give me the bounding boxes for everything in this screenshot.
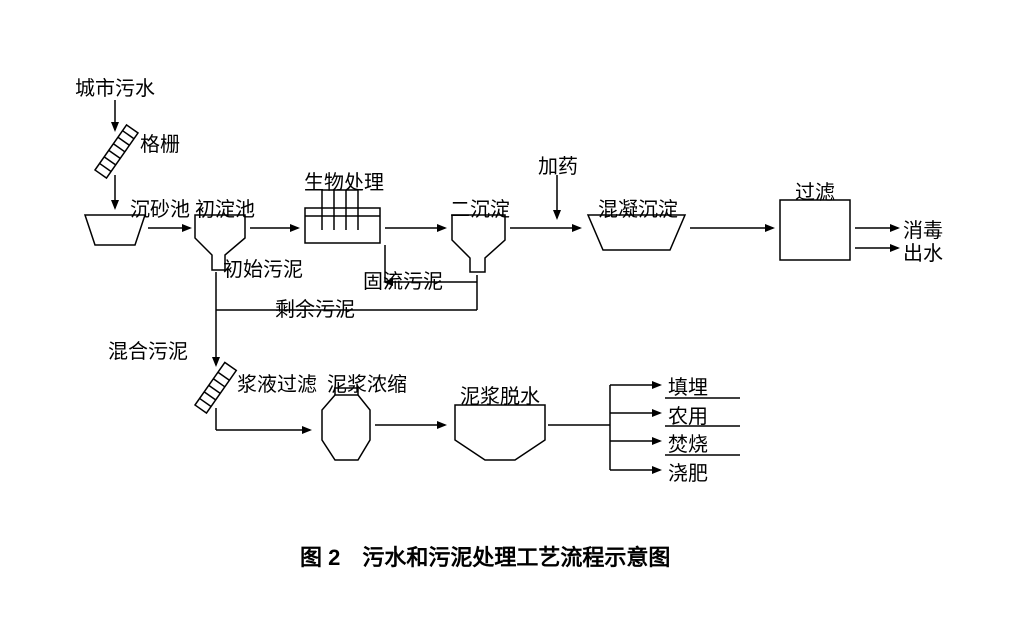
label-burn: 焚烧 bbox=[668, 428, 708, 457]
label-filter: 过滤 bbox=[795, 176, 835, 205]
label-slurry-filter: 浆液过滤 bbox=[237, 368, 317, 397]
label-primary: 初淀池 bbox=[195, 193, 255, 222]
label-bio: 生物处理 bbox=[304, 166, 384, 195]
label-thicken: 泥浆浓缩 bbox=[327, 368, 407, 397]
label-secondary: 二沉淀 bbox=[450, 193, 510, 222]
figure-caption: 图 2 污水和污泥处理工艺流程示意图 bbox=[300, 540, 670, 572]
label-input: 城市污水 bbox=[75, 72, 155, 101]
label-fertilize: 浇肥 bbox=[668, 457, 708, 486]
label-dewater: 泥浆脱水 bbox=[460, 380, 540, 409]
label-landfill: 填埋 bbox=[668, 371, 708, 400]
diagram-container: 城市污水 格栅 沉砂池 初淀池 生物处理 二沉淀 加药 混凝沉淀 过滤 消毒 出… bbox=[0, 0, 1024, 625]
label-coag: 混凝沉淀 bbox=[598, 193, 678, 222]
label-return-sludge: 固流污泥 bbox=[363, 265, 443, 294]
label-outlet: 出水 bbox=[903, 237, 943, 266]
label-mixed-sludge: 混合污泥 bbox=[108, 335, 188, 364]
label-primary-sludge: 初始污泥 bbox=[223, 253, 303, 282]
label-grit: 沉砂池 bbox=[130, 193, 190, 222]
label-agri: 农用 bbox=[668, 400, 708, 429]
label-screen: 格栅 bbox=[140, 128, 180, 157]
label-excess-sludge: 剩余污泥 bbox=[275, 293, 355, 322]
label-chemical: 加药 bbox=[538, 150, 578, 179]
